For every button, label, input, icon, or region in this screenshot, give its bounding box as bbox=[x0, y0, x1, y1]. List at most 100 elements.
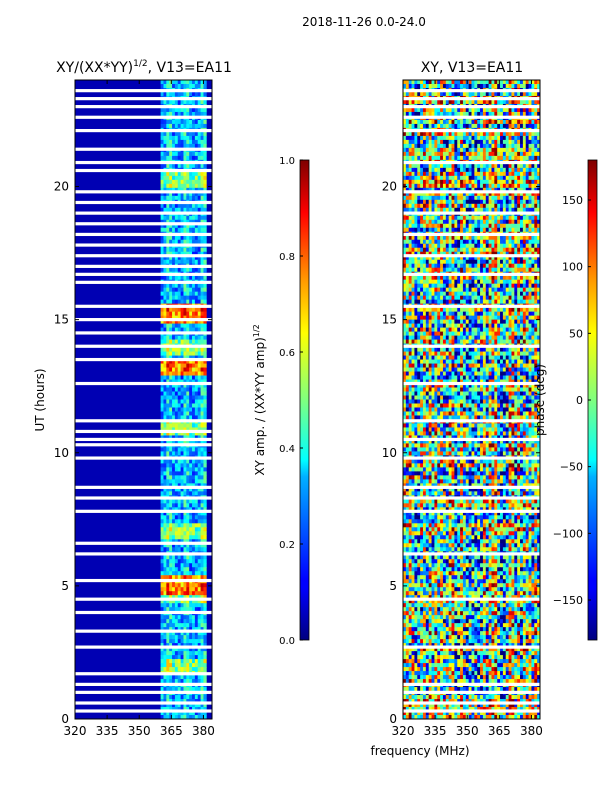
amp-cell bbox=[174, 351, 179, 356]
amp-cell bbox=[169, 259, 173, 265]
amp-cell bbox=[186, 627, 190, 632]
amp-cell bbox=[192, 679, 196, 684]
phase-cell bbox=[517, 195, 521, 201]
phase-cell bbox=[531, 171, 535, 177]
amp-cell bbox=[160, 503, 164, 508]
amp-cell bbox=[203, 247, 207, 253]
phase-cell bbox=[502, 203, 507, 209]
phase-cell bbox=[462, 175, 467, 181]
phase-cell bbox=[485, 167, 490, 173]
phase-cell bbox=[442, 139, 447, 145]
phase-cell bbox=[403, 215, 407, 221]
amp-cell bbox=[180, 431, 184, 436]
amp-cell bbox=[180, 107, 184, 113]
amp-cell bbox=[166, 195, 170, 201]
phase-cell bbox=[434, 163, 438, 169]
amp-cell bbox=[172, 339, 176, 344]
phase-cell bbox=[517, 99, 521, 105]
amp-cell bbox=[203, 595, 207, 600]
phase-cell bbox=[477, 203, 481, 209]
phase-cell bbox=[480, 179, 484, 185]
phase-cell bbox=[440, 259, 444, 265]
amp-cell bbox=[160, 659, 164, 664]
amp-cell bbox=[189, 175, 193, 181]
amp-cell bbox=[189, 315, 193, 321]
amp-cell bbox=[174, 327, 179, 332]
phase-cell bbox=[477, 135, 481, 141]
amp-cell bbox=[186, 407, 190, 412]
phase-cell bbox=[471, 183, 475, 189]
amp-cell bbox=[172, 107, 176, 113]
amp-cell bbox=[163, 711, 167, 716]
phase-cell bbox=[434, 223, 438, 229]
amp-cell bbox=[194, 111, 199, 117]
phase-cell bbox=[437, 80, 441, 85]
amp-cell bbox=[197, 687, 201, 692]
phase-cell bbox=[494, 195, 498, 201]
amp-cell bbox=[160, 459, 164, 464]
phase-cell bbox=[511, 215, 515, 221]
phase-cell bbox=[477, 199, 481, 205]
phase-cell bbox=[462, 83, 467, 89]
amp-cell bbox=[200, 203, 204, 209]
amp-cell bbox=[172, 531, 176, 536]
phase-cell bbox=[420, 131, 424, 137]
amp-cell bbox=[163, 523, 167, 528]
amp-cell bbox=[169, 695, 173, 700]
phase-cell bbox=[462, 123, 467, 129]
amp-cell bbox=[180, 219, 184, 225]
phase-cell bbox=[468, 107, 472, 113]
phase-cell bbox=[528, 91, 532, 97]
phase-cell bbox=[485, 195, 490, 201]
amp-cell bbox=[172, 251, 176, 257]
amp-cell bbox=[186, 523, 190, 528]
phase-cell bbox=[448, 151, 452, 157]
phase-cell bbox=[531, 80, 535, 85]
amp-cell bbox=[189, 251, 193, 257]
phase-cell bbox=[482, 80, 487, 85]
amp-blank-row bbox=[75, 610, 212, 615]
amp-cell bbox=[192, 259, 196, 265]
phase-cell bbox=[505, 219, 509, 225]
amp-cell bbox=[166, 527, 170, 532]
phase-cell bbox=[440, 83, 444, 89]
amp-cell bbox=[166, 175, 170, 181]
amp-cell bbox=[194, 403, 199, 408]
amp-cell bbox=[189, 647, 193, 652]
phase-cell bbox=[437, 227, 441, 233]
phase-cell bbox=[434, 175, 438, 181]
amp-cell bbox=[192, 315, 196, 321]
amp-cell bbox=[177, 435, 181, 440]
amp-cell bbox=[192, 415, 196, 420]
phase-cell bbox=[431, 191, 435, 197]
phase-cell bbox=[477, 223, 481, 229]
amp-cell bbox=[200, 627, 204, 632]
amp-cell bbox=[174, 655, 179, 660]
amp-cell bbox=[197, 183, 201, 189]
phase-cell bbox=[448, 239, 452, 245]
phase-cell bbox=[531, 195, 535, 201]
phase-cell bbox=[462, 80, 467, 85]
amp-cell bbox=[172, 123, 176, 129]
amp-cell bbox=[172, 587, 176, 592]
phase-cell bbox=[448, 187, 452, 193]
amp-cell bbox=[186, 123, 190, 129]
phase-cell bbox=[514, 111, 518, 117]
phase-cell bbox=[417, 187, 421, 193]
amp-cell bbox=[166, 267, 170, 273]
phase-cell bbox=[482, 83, 487, 89]
amp-cell bbox=[174, 219, 179, 225]
amp-cell bbox=[174, 403, 179, 408]
phase-cell bbox=[477, 123, 481, 129]
amp-cell bbox=[174, 595, 179, 600]
amp-cell bbox=[166, 439, 170, 444]
amp-blank-row bbox=[75, 344, 212, 348]
amp-cell bbox=[189, 295, 193, 301]
amp-cell bbox=[169, 291, 173, 297]
amp-cell bbox=[197, 643, 201, 648]
amp-cell bbox=[160, 695, 164, 700]
amp-cell bbox=[189, 635, 193, 640]
phase-cell bbox=[502, 171, 507, 177]
amp-cell bbox=[200, 559, 204, 564]
phase-cell bbox=[534, 191, 538, 197]
